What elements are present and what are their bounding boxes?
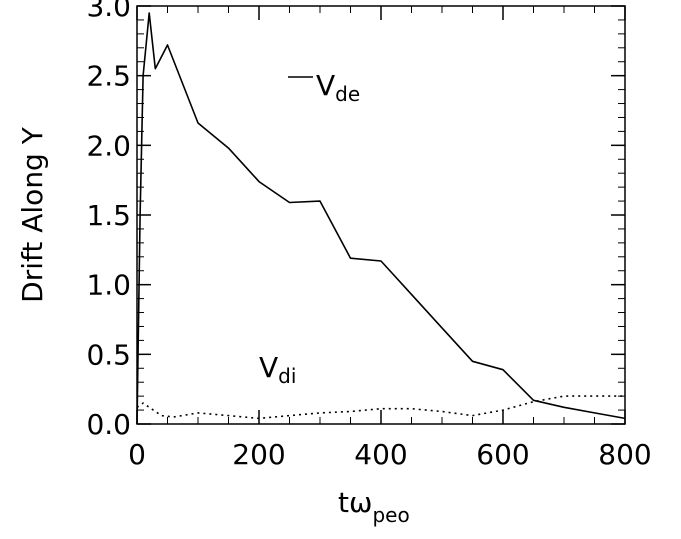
label-vdi-main: V [259, 351, 278, 384]
x-axis: 0 200 400 600 800 [128, 6, 652, 471]
y-axis: 0.0 0.5 1.0 1.5 2.0 2.5 3.0 [86, 0, 625, 441]
legend-label-vde-main: V [316, 69, 335, 102]
y-axis-title: Drift Along Y [16, 126, 49, 303]
x-tick-label: 0 [128, 438, 146, 471]
x-tick-label: 400 [354, 438, 407, 471]
legend-entry-vde: Vde [288, 69, 360, 106]
x-tick-label: 200 [232, 438, 285, 471]
legend-label-vde: Vde [316, 69, 360, 106]
y-tick-label: 1.0 [86, 269, 131, 302]
y-tick-label: 2.0 [86, 129, 131, 162]
x-tick-label: 800 [598, 438, 651, 471]
y-tick-label: 2.5 [86, 60, 131, 93]
y-tick-label: 0.5 [86, 338, 131, 371]
x-tick-label: 600 [476, 438, 529, 471]
y-tick-label: 1.5 [86, 199, 131, 232]
plot-frame [136, 5, 626, 425]
series-layer [136, 12, 626, 425]
label-vdi: Vdi [259, 351, 296, 388]
series-line-vde [136, 12, 626, 425]
x-axis-title-main: tω [338, 486, 372, 519]
x-axis-title-sub: peo [372, 503, 409, 527]
x-axis-title: tωpeo [338, 486, 410, 527]
y-tick-label: 3.0 [86, 0, 131, 23]
series-line-vdi [136, 395, 625, 420]
legend-label-vde-sub: de [335, 82, 360, 106]
y-tick-label: 0.0 [86, 408, 131, 441]
label-vdi-sub: di [278, 364, 296, 388]
